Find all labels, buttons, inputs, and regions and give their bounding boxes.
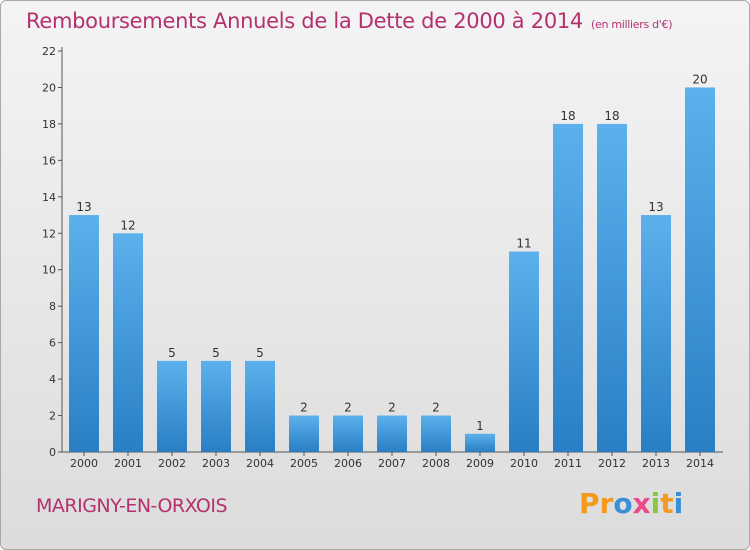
logo-part: i (673, 487, 684, 520)
x-tick-label: 2012 (598, 457, 626, 470)
bar (641, 215, 671, 452)
x-tick-label: 2014 (686, 457, 714, 470)
x-tick-label: 2003 (202, 457, 230, 470)
data-label: 18 (604, 109, 619, 123)
commune-name: MARIGNY-EN-ORXOIS (36, 495, 228, 517)
x-tick-label: 2002 (158, 457, 186, 470)
x-tick-label: 2008 (422, 457, 450, 470)
x-tick-label: 2000 (70, 457, 98, 470)
bar (333, 415, 363, 452)
bar (113, 233, 143, 452)
logo-part: i (650, 487, 661, 520)
bar (597, 123, 627, 452)
y-tick-label: 12 (42, 227, 56, 240)
logo-part: t (660, 487, 674, 520)
y-tick-label: 18 (42, 118, 56, 131)
y-tick-label: 0 (49, 446, 56, 459)
x-tick-label: 2001 (114, 457, 142, 470)
bar (245, 360, 275, 452)
data-label: 1 (476, 419, 484, 433)
bar (201, 360, 231, 452)
y-tick-label: 20 (42, 81, 56, 94)
data-label: 13 (76, 200, 91, 214)
bar (509, 251, 539, 452)
data-label: 5 (256, 346, 264, 360)
data-label: 2 (344, 401, 352, 415)
logo-part: Pr (579, 487, 614, 520)
logo-part: o (613, 487, 633, 520)
chart-unit: (en milliers d'€) (591, 18, 673, 31)
y-tick-label: 22 (42, 45, 56, 58)
x-tick-label: 2007 (378, 457, 406, 470)
bar (157, 360, 187, 452)
y-tick-label: 2 (49, 410, 56, 423)
bar (465, 433, 495, 452)
bar (685, 87, 715, 453)
bar (421, 415, 451, 452)
data-label: 2 (432, 401, 440, 415)
y-tick-label: 10 (42, 264, 56, 277)
x-tick-label: 2005 (290, 457, 318, 470)
bar (289, 415, 319, 452)
bar (69, 215, 99, 452)
y-tick-label: 8 (49, 300, 56, 313)
chart-title: Remboursements Annuels de la Dette de 20… (26, 9, 672, 33)
bar-chart: 0246810121416182022132000122001520025200… (42, 45, 723, 470)
proxiti-logo: Proxiti (579, 487, 683, 520)
x-tick-label: 2009 (466, 457, 494, 470)
logo-part: x (632, 487, 651, 520)
data-label: 13 (648, 200, 663, 214)
x-tick-label: 2004 (246, 457, 274, 470)
data-label: 2 (388, 401, 396, 415)
bar (377, 415, 407, 452)
x-tick-label: 2006 (334, 457, 362, 470)
data-label: 5 (168, 346, 176, 360)
x-tick-label: 2013 (642, 457, 670, 470)
data-label: 20 (692, 72, 707, 86)
x-tick-label: 2011 (554, 457, 582, 470)
y-tick-label: 4 (49, 373, 56, 386)
bar (553, 123, 583, 452)
data-label: 5 (212, 346, 220, 360)
y-tick-label: 16 (42, 154, 56, 167)
data-label: 2 (300, 401, 308, 415)
y-tick-label: 6 (49, 337, 56, 350)
data-label: 11 (516, 237, 531, 251)
data-label: 12 (120, 218, 135, 232)
y-tick-label: 14 (42, 191, 56, 204)
x-tick-label: 2010 (510, 457, 538, 470)
data-label: 18 (560, 109, 575, 123)
chart-title-text: Remboursements Annuels de la Dette de 20… (26, 9, 583, 33)
